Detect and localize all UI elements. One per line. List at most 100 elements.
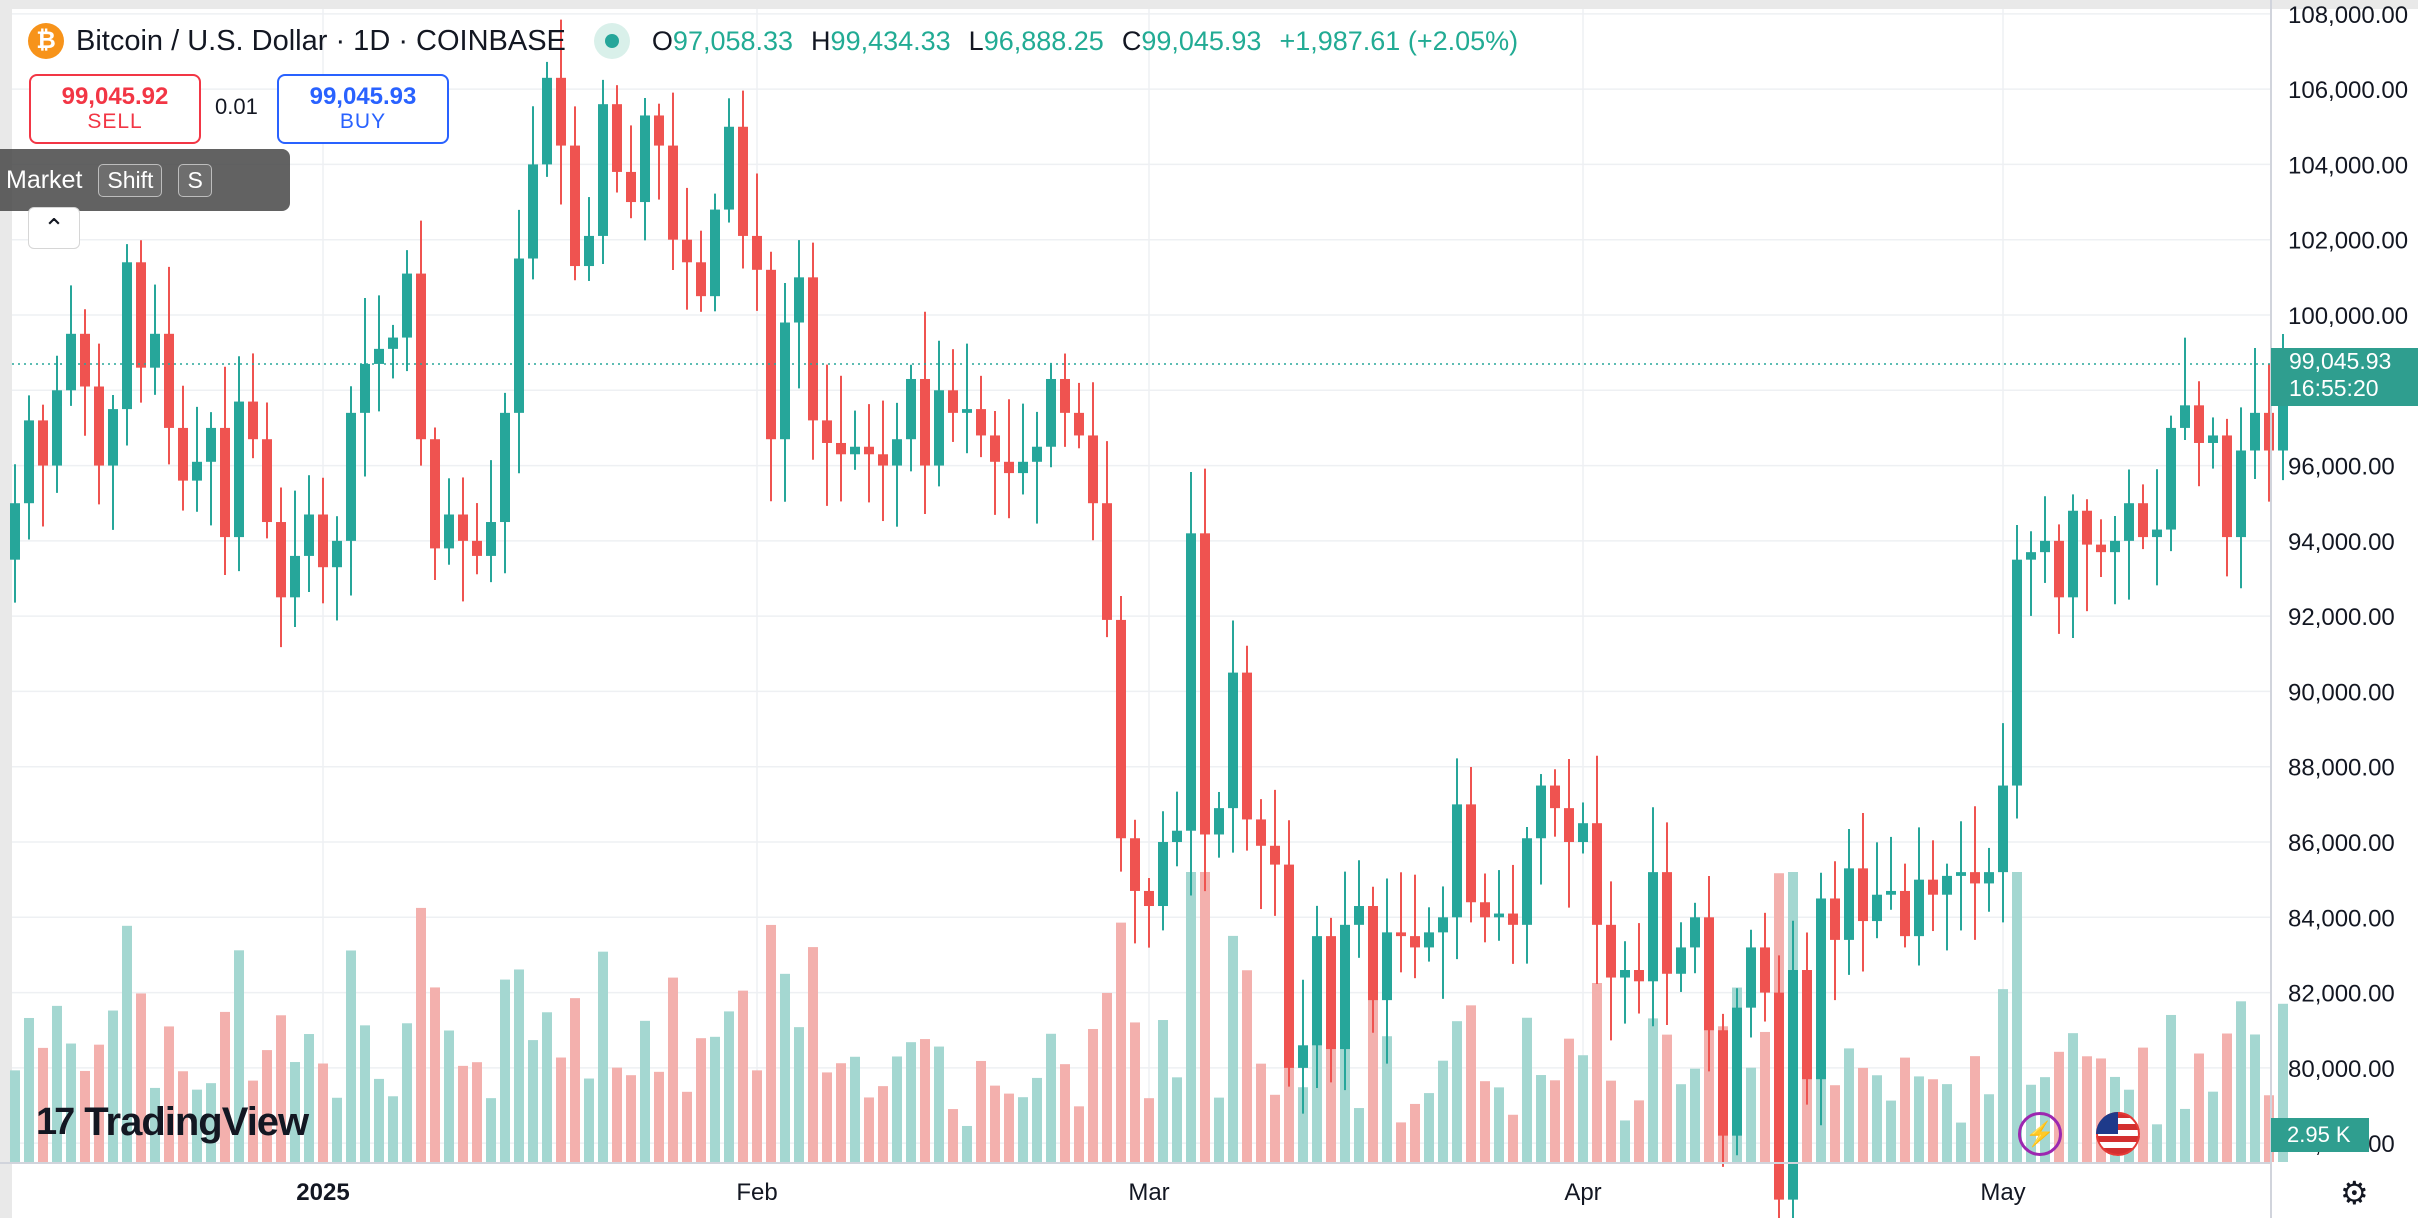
candle-body[interactable] xyxy=(318,514,328,568)
candle-body[interactable] xyxy=(2208,435,2218,443)
candle-body[interactable] xyxy=(2012,559,2022,786)
candle-body[interactable] xyxy=(346,412,356,541)
symbol-legend[interactable]: ₿ Bitcoin / U.S. Dollar · 1D · COINBASE … xyxy=(28,20,1518,62)
ai-assistant-icon[interactable]: ⚡ xyxy=(2018,1112,2062,1156)
candle-body[interactable] xyxy=(2264,412,2274,451)
candle-body[interactable] xyxy=(1144,890,1154,907)
candle-body[interactable] xyxy=(388,337,398,349)
candle-body[interactable] xyxy=(724,126,734,210)
candle-body[interactable] xyxy=(1396,932,1406,937)
candle-body[interactable] xyxy=(1018,461,1028,474)
candle-body[interactable] xyxy=(1088,435,1098,504)
candle-body[interactable] xyxy=(1914,879,1924,937)
candle-body[interactable] xyxy=(2026,552,2036,560)
candle-body[interactable] xyxy=(766,269,776,440)
candle-body[interactable] xyxy=(794,277,804,323)
buy-button[interactable]: 99,045.93 BUY xyxy=(277,74,449,144)
candle-body[interactable] xyxy=(164,333,174,428)
candle-body[interactable] xyxy=(80,333,90,387)
candle-body[interactable] xyxy=(1662,872,1672,974)
candle-body[interactable] xyxy=(1424,932,1434,948)
candle-body[interactable] xyxy=(878,454,888,466)
candle-body[interactable] xyxy=(668,145,678,240)
candle-body[interactable] xyxy=(780,322,790,440)
candle-body[interactable] xyxy=(24,420,34,504)
candle-body[interactable] xyxy=(1592,823,1602,925)
candle-body[interactable] xyxy=(1494,913,1504,918)
candle-body[interactable] xyxy=(1438,917,1448,933)
candle-body[interactable] xyxy=(612,104,622,172)
candle-body[interactable] xyxy=(1508,913,1518,925)
collapse-legend-button[interactable]: ⌃ xyxy=(28,207,80,249)
candle-body[interactable] xyxy=(374,348,384,364)
candle-body[interactable] xyxy=(2124,503,2134,541)
sell-button[interactable]: 99,045.92 SELL xyxy=(29,74,201,144)
candle-body[interactable] xyxy=(2222,435,2232,538)
candle-body[interactable] xyxy=(1984,872,1994,884)
candle-body[interactable] xyxy=(1746,947,1756,1008)
candle-body[interactable] xyxy=(360,363,370,413)
candle-body[interactable] xyxy=(2040,540,2050,553)
candle-body[interactable] xyxy=(1928,879,1938,895)
candle-body[interactable] xyxy=(2054,540,2064,598)
candle-body[interactable] xyxy=(1354,906,1364,925)
candle-body[interactable] xyxy=(1452,804,1462,918)
candle-body[interactable] xyxy=(178,427,188,481)
candle-body[interactable] xyxy=(1004,461,1014,474)
candle-body[interactable] xyxy=(1564,808,1574,843)
candle-body[interactable] xyxy=(976,409,986,436)
candle-body[interactable] xyxy=(1578,823,1588,843)
candle-body[interactable] xyxy=(850,446,860,455)
candle-body[interactable] xyxy=(2166,427,2176,530)
candle-body[interactable] xyxy=(1536,785,1546,839)
candle-body[interactable] xyxy=(1102,503,1112,620)
candle-body[interactable] xyxy=(486,522,496,556)
candle-body[interactable] xyxy=(1032,446,1042,462)
candle-body[interactable] xyxy=(808,277,818,421)
candle-body[interactable] xyxy=(1830,898,1840,940)
candle-body[interactable] xyxy=(2138,503,2148,538)
candle-body[interactable] xyxy=(864,446,874,455)
market-status-icon[interactable] xyxy=(593,23,630,59)
candle-body[interactable] xyxy=(1116,619,1126,839)
candle-body[interactable] xyxy=(1270,845,1280,865)
candle-body[interactable] xyxy=(836,442,846,455)
candle-body[interactable] xyxy=(822,420,832,443)
candle-body[interactable] xyxy=(1816,898,1826,1080)
candle-body[interactable] xyxy=(1690,917,1700,948)
candle-body[interactable] xyxy=(2194,405,2204,443)
candle-body[interactable] xyxy=(542,77,552,165)
candle-body[interactable] xyxy=(1242,672,1252,820)
candle-body[interactable] xyxy=(1060,378,1070,413)
candle-body[interactable] xyxy=(1480,902,1490,918)
candle-body[interactable] xyxy=(1172,830,1182,843)
candle-body[interactable] xyxy=(1186,533,1196,831)
candle-body[interactable] xyxy=(1760,947,1770,993)
candle-body[interactable] xyxy=(962,409,972,413)
candle-body[interactable] xyxy=(528,164,538,259)
candle-body[interactable] xyxy=(192,461,202,481)
candle-body[interactable] xyxy=(430,439,440,549)
candle-body[interactable] xyxy=(1368,906,1378,1001)
candle-body[interactable] xyxy=(1326,936,1336,1050)
candle-body[interactable] xyxy=(1774,992,1784,1200)
candle-body[interactable] xyxy=(500,412,510,523)
candle-body[interactable] xyxy=(458,514,468,541)
candle-body[interactable] xyxy=(1648,872,1658,982)
candle-body[interactable] xyxy=(38,420,48,466)
candle-body[interactable] xyxy=(1704,917,1714,1031)
candle-body[interactable] xyxy=(1802,970,1812,1080)
candle-body[interactable] xyxy=(1200,533,1210,835)
candle-body[interactable] xyxy=(1634,970,1644,982)
candle-body[interactable] xyxy=(696,262,706,297)
candle-body[interactable] xyxy=(1942,875,1952,895)
candle-body[interactable] xyxy=(1732,1007,1742,1136)
candle-body[interactable] xyxy=(920,378,930,466)
time-axis[interactable]: 2025 Feb Mar Apr May xyxy=(296,1179,2025,1206)
candle-body[interactable] xyxy=(290,555,300,598)
candle-body[interactable] xyxy=(1158,842,1168,907)
candlesticks[interactable] xyxy=(10,19,2288,1218)
candle-body[interactable] xyxy=(1788,970,1798,1200)
candle-body[interactable] xyxy=(556,77,566,146)
candle-body[interactable] xyxy=(1886,890,1896,895)
